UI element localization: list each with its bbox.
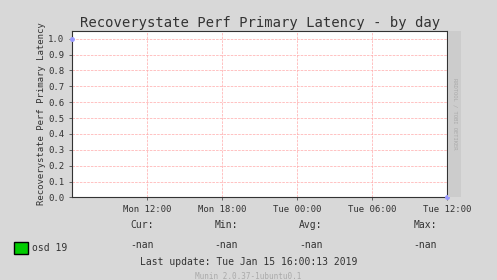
Text: -nan: -nan: [130, 240, 154, 250]
Text: osd 19: osd 19: [32, 243, 68, 253]
Text: Last update: Tue Jan 15 16:00:13 2019: Last update: Tue Jan 15 16:00:13 2019: [140, 256, 357, 267]
Y-axis label: Recoverystate Perf Primary Latency: Recoverystate Perf Primary Latency: [36, 23, 46, 206]
Text: RRDTOOL / TOBI OETIKER: RRDTOOL / TOBI OETIKER: [452, 78, 457, 150]
Text: Munin 2.0.37-1ubuntu0.1: Munin 2.0.37-1ubuntu0.1: [195, 272, 302, 280]
Text: Avg:: Avg:: [299, 220, 323, 230]
Text: -nan: -nan: [413, 240, 437, 250]
Text: -nan: -nan: [299, 240, 323, 250]
Text: Max:: Max:: [413, 220, 437, 230]
Text: Min:: Min:: [214, 220, 238, 230]
Text: Cur:: Cur:: [130, 220, 154, 230]
Title: Recoverystate Perf Primary Latency - by day: Recoverystate Perf Primary Latency - by …: [80, 16, 440, 30]
Text: -nan: -nan: [214, 240, 238, 250]
